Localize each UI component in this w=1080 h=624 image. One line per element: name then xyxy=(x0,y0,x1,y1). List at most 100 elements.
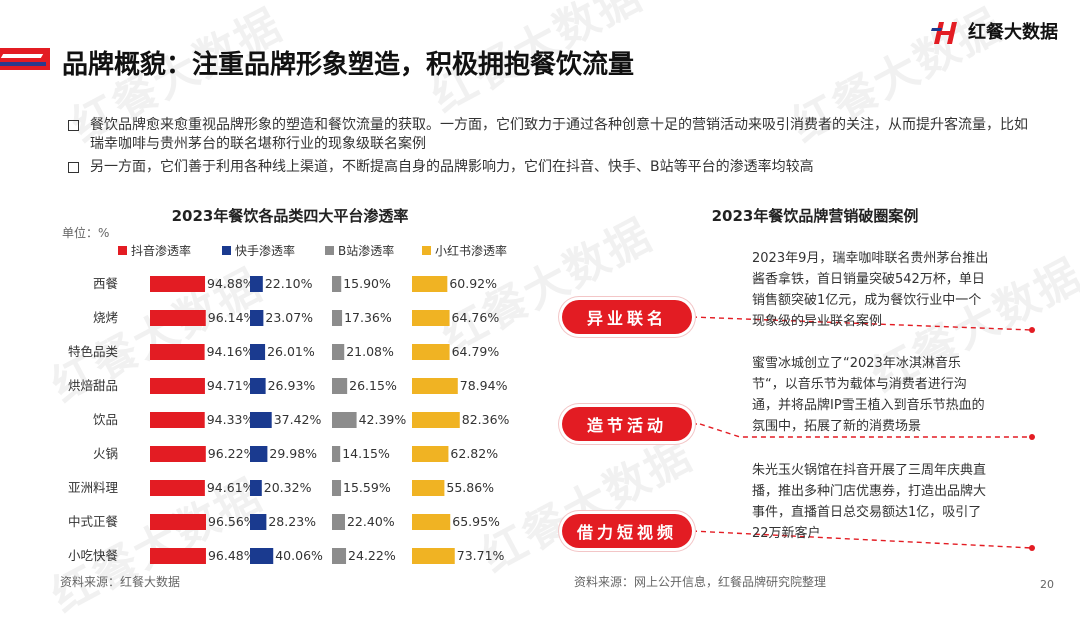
bar xyxy=(150,548,206,564)
data-label: 78.94% xyxy=(460,378,508,393)
data-label: 62.82% xyxy=(450,446,498,461)
bullet-item: 另一方面，它们善于利用各种线上渠道，不断提高自身的品牌影响力，它们在抖音、快手、… xyxy=(68,158,1028,177)
data-label: 26.01% xyxy=(267,344,315,359)
cases-title: 2023年餐饮品牌营销破圈案例 xyxy=(711,207,919,225)
header-accent-line xyxy=(0,54,44,58)
legend-swatch xyxy=(222,246,231,255)
logo-icon xyxy=(931,22,957,44)
source-note: 资料来源：红餐大数据 xyxy=(60,575,181,589)
data-label: 40.06% xyxy=(275,548,323,563)
data-label: 22.40% xyxy=(347,514,395,529)
case-text: 2023年9月，瑞幸咖啡联名贵州茅台推出酱香拿铁，首日销量突破542万杯，单日销… xyxy=(752,251,989,329)
connector-lines xyxy=(691,316,1035,551)
data-label: 22.10% xyxy=(265,276,313,291)
data-label: 94.61% xyxy=(207,480,255,495)
data-label: 65.95% xyxy=(452,514,500,529)
data-label: 26.15% xyxy=(349,378,397,393)
bar xyxy=(332,276,342,292)
bar xyxy=(250,480,262,496)
data-label: 24.22% xyxy=(348,548,396,563)
bar xyxy=(332,310,343,326)
case-tag: 造节活动 xyxy=(562,407,692,441)
bar xyxy=(412,344,450,360)
bar xyxy=(150,514,207,530)
bar xyxy=(250,412,272,428)
bar xyxy=(150,480,205,496)
data-label: 20.32% xyxy=(264,480,312,495)
bar xyxy=(150,310,206,326)
category-label: 中式正餐 xyxy=(68,514,119,529)
case-text: 蜜雪冰城创立了“2023年冰淇淋音乐节“，以音乐节为载体与消费者进行沟通，并将品… xyxy=(752,356,985,434)
data-label: 26.93% xyxy=(268,378,316,393)
bar xyxy=(250,446,268,462)
header-accent-line xyxy=(0,62,46,66)
checkbox-square-icon xyxy=(68,120,79,131)
data-label: 96.56% xyxy=(208,514,256,529)
bar xyxy=(250,310,264,326)
data-label: 64.76% xyxy=(452,310,500,325)
data-label: 42.39% xyxy=(359,412,407,427)
logo-text: 红餐大数据 xyxy=(968,22,1058,43)
bar xyxy=(332,446,341,462)
bar xyxy=(332,548,347,564)
bar xyxy=(412,480,445,496)
bullet-list: 餐饮品牌愈来愈重视品牌形象的塑造和餐饮流量的获取。一方面，它们致力于通过各种创意… xyxy=(68,116,1028,181)
legend-item: 抖音渗透率 xyxy=(118,242,191,259)
category-label: 烘焙甜品 xyxy=(68,378,118,393)
legend-item: 快手渗透率 xyxy=(222,242,295,259)
page-number: 20 xyxy=(1040,578,1054,591)
legend-item: 小红书渗透率 xyxy=(422,242,507,259)
legend-label: 快手渗透率 xyxy=(235,244,296,258)
source-note: 资料来源：网上公开信息，红餐品牌研究院整理 xyxy=(574,575,827,589)
chart-unit-label: 单位：% xyxy=(62,226,110,240)
bar xyxy=(250,276,263,292)
data-label: 37.42% xyxy=(274,412,322,427)
category-label: 特色品类 xyxy=(68,344,119,359)
bar xyxy=(412,446,449,462)
penetration-bar-chart: 西餐 94.88% 22.10% 15.90% 60.92% 烧烤 96.14% 23.07%… xyxy=(68,276,510,564)
category-label: 火锅 xyxy=(93,446,118,461)
data-label: 14.15% xyxy=(342,446,390,461)
legend-swatch xyxy=(325,246,334,255)
legend-item: B站渗透率 xyxy=(325,242,394,259)
data-label: 15.90% xyxy=(343,276,391,291)
bar xyxy=(412,310,450,326)
data-label: 64.79% xyxy=(452,344,500,359)
bar xyxy=(412,412,460,428)
data-label: 21.08% xyxy=(346,344,394,359)
bar xyxy=(332,514,345,530)
bar xyxy=(150,446,206,462)
data-label: 94.33% xyxy=(207,412,255,427)
page-title: 品牌概貌：注重品牌形象塑造，积极拥抱餐饮流量 xyxy=(62,50,635,80)
data-label: 55.86% xyxy=(446,480,494,495)
data-label: 82.36% xyxy=(462,412,510,427)
bar xyxy=(412,276,448,292)
data-label: 73.71% xyxy=(457,548,505,563)
checkbox-square-icon xyxy=(68,162,79,173)
data-label: 29.98% xyxy=(269,446,317,461)
bar xyxy=(250,344,266,360)
data-label: 28.23% xyxy=(268,514,316,529)
bar xyxy=(332,344,345,360)
data-label: 94.88% xyxy=(207,276,255,291)
case-text: 朱光玉火锅馆在抖音开展了三周年庆典直播，推出多种门店优惠券，打造出品牌大事件，直… xyxy=(752,463,987,541)
category-label: 小吃快餐 xyxy=(68,548,119,563)
bar xyxy=(150,344,205,360)
category-label: 西餐 xyxy=(93,276,119,291)
legend-label: 小红书渗透率 xyxy=(435,244,508,258)
legend-swatch xyxy=(118,246,127,255)
legend-swatch xyxy=(422,246,431,255)
bar xyxy=(412,514,451,530)
data-label: 15.59% xyxy=(343,480,391,495)
bar xyxy=(150,378,205,394)
bar xyxy=(412,378,458,394)
bar xyxy=(250,378,266,394)
bar xyxy=(332,378,348,394)
data-label: 94.16% xyxy=(207,344,255,359)
bar xyxy=(250,548,274,564)
data-label: 23.07% xyxy=(265,310,313,325)
bullet-text: 另一方面，它们善于利用各种线上渠道，不断提高自身的品牌影响力，它们在抖音、快手、… xyxy=(90,159,814,175)
category-label: 饮品 xyxy=(93,412,118,427)
case-tag: 借力短视频 xyxy=(562,514,692,548)
case-tag: 异业联名 xyxy=(562,300,692,334)
